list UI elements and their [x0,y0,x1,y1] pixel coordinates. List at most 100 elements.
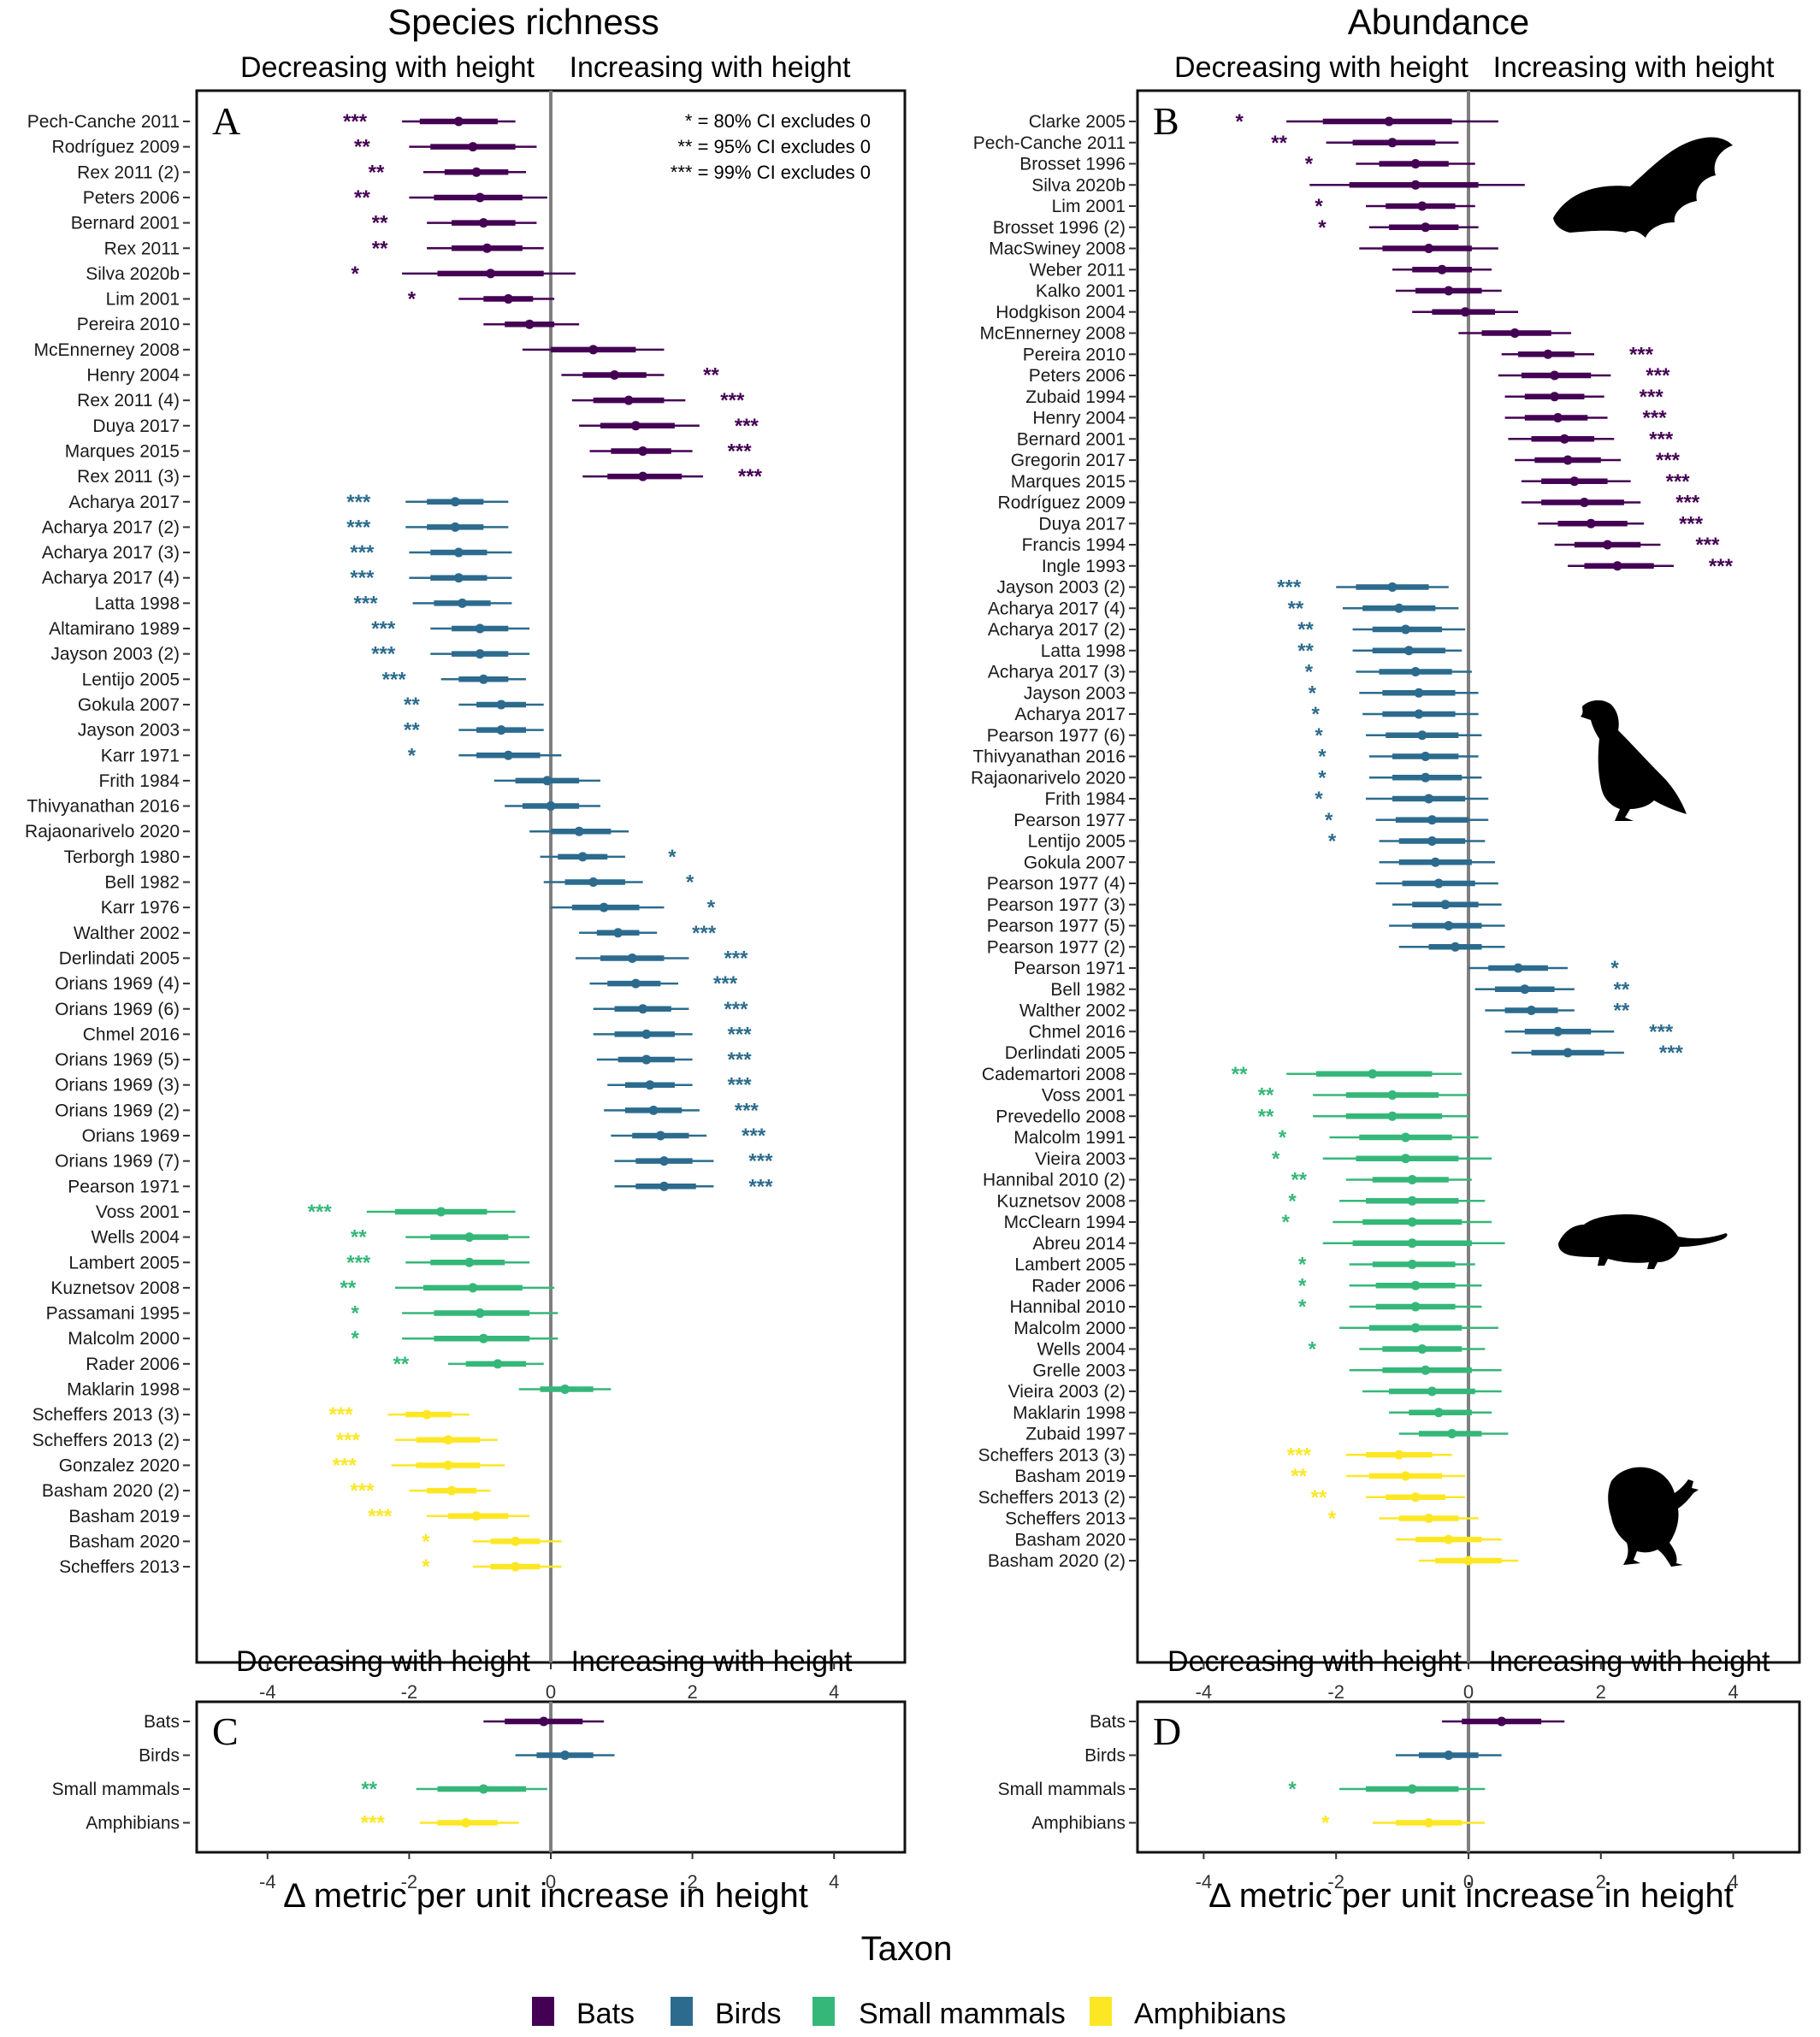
panel-b-zubaid-1994-label: Zubaid 1994 [1025,387,1126,407]
panel-a-scheffers-2013-3-point [422,1409,432,1420]
panel-d-bats-label: Bats [1090,1712,1126,1732]
panel-b-zubaid-1997-label: Zubaid 1997 [1025,1425,1126,1444]
panel-a-rex-2011-4-label: Rex 2011 (4) [77,391,180,410]
panel-b-bell-1982-label: Bell 1982 [1050,980,1126,1000]
panel-b-acharya-2017-2-label: Acharya 2017 (2) [988,620,1126,640]
panel-b-acharya-2017-stars: * [1311,703,1320,726]
panel-b-chmel-2016-stars: *** [1649,1020,1674,1043]
panel-c-xtick-label: 4 [829,1871,839,1892]
panel-b-gregorin-2017-label: Gregorin 2017 [1011,451,1126,470]
panel-a-orians-1969-5-label: Orians 1969 (5) [55,1050,180,1070]
panel-a-scheffers-2013-3-label: Scheffers 2013 (3) [32,1405,180,1425]
panel-b-francis-1994-stars: *** [1695,534,1720,557]
panel-b-pearson-1971-label: Pearson 1971 [1013,959,1126,978]
panel-b-maklarin-1998-label: Maklarin 1998 [1013,1403,1126,1423]
panel-c-xtick-label: 0 [546,1871,556,1892]
panel-b-grelle-2003-point [1421,1365,1431,1375]
panel-a-peters-2006-point [475,192,485,203]
panel-b-kalko-2001-label: Kalko 2001 [1036,281,1126,301]
panel-b-wells-2004-label: Wells 2004 [1037,1340,1126,1360]
panel-b-gokula-2007-point [1430,857,1440,867]
panel-c-xtick-label: 2 [687,1871,697,1892]
panel-b-basham-2019-label: Basham 2019 [1014,1467,1126,1486]
panel-a-basham-2020-2-point [446,1485,457,1496]
panel-a-basham-2019-stars: *** [368,1505,393,1528]
panel-d-xtick-label: 0 [1463,1871,1474,1892]
panel-b-walther-2002-label: Walther 2002 [1019,1001,1126,1021]
panel-b-bell-1982-stars: ** [1613,978,1629,1001]
panel-a-kuznetsov-2008-point [468,1283,478,1293]
panel-b-acharya-2017-2-stars: ** [1297,618,1314,641]
panel-b-acharya-2017-3-stars: * [1305,661,1314,684]
panel-b-rodr-guez-2009-label: Rodríguez 2009 [998,493,1126,513]
panel-b-thivyanathan-2016-stars: * [1318,746,1327,769]
panel-b-malcolm-1991-stars: * [1279,1126,1287,1149]
panel-a-mcennerney-2008-label: McEnnerney 2008 [34,340,180,360]
panel-b-latta-1998-label: Latta 1998 [1041,641,1126,661]
panel-b-acharya-2017-3-label: Acharya 2017 (3) [988,663,1126,682]
panel-a-note-1: * = 80% CI excludes 0 [685,110,871,132]
panel-a-orians-1969-7-point [659,1156,669,1166]
panel-b-basham-2019-point [1400,1471,1410,1481]
panel-b-lambert-2005-label: Lambert 2005 [1014,1255,1126,1275]
panel-b-cademartori-2008-label: Cademartori 2008 [982,1065,1126,1084]
panel-a-orians-1969-stars: *** [742,1125,766,1148]
panel-a-orians-1969-2-stars: *** [735,1099,759,1122]
panel-a-acharya-2017-4-point [453,573,464,583]
panel-a-orians-1969-label: Orians 1969 [82,1126,180,1146]
panel-a-pech-canche-2011-stars: *** [343,110,368,133]
panel-a-basham-2020-2-stars: *** [350,1479,375,1503]
panel-b-acharya-2017-3-point [1410,667,1421,676]
panel-b-cademartori-2008-point [1368,1069,1378,1079]
panel-a-basham-2020-label: Basham 2020 [68,1532,180,1551]
panel-d-small-mammals-stars: * [1288,1778,1297,1801]
panel-a-rex-2011-3-label: Rex 2011 (3) [77,467,180,487]
panel-a-bernard-2001-stars: ** [372,212,388,235]
panel-b-ingle-1993-stars: *** [1709,555,1734,578]
panel-a-rader-2006-point [493,1359,503,1369]
panel-a-rex-2011-label: Rex 2011 [104,239,180,258]
panel-a-henry-2004-stars: ** [703,364,719,387]
panel-a-karr-1971-label: Karr 1971 [101,746,180,765]
panel-b-scheffers-2013-stars: * [1328,1508,1337,1531]
panel-b-macswiney-2008-point [1424,244,1434,253]
panel-a-orians-1969-4-stars: *** [713,972,738,995]
panel-b-pereira-2010-point [1543,349,1553,359]
panel-a-derlindati-2005-label: Derlindati 2005 [59,948,180,968]
panel-a-lim-2001-label: Lim 2001 [106,290,180,310]
panel-d-amphibians-point [1424,1818,1434,1827]
panel-a-terborgh-1980-stars: * [668,846,677,869]
panel-b-hodgkison-2004-point [1460,307,1470,317]
panel-b-weber-2011-point [1437,264,1447,275]
panel-a-kuznetsov-2008-stars: ** [340,1277,356,1300]
panel-b-macswiney-2008-label: MacSwiney 2008 [989,239,1126,259]
panel-a-lentijo-2005-label: Lentijo 2005 [82,670,180,689]
panel-a-malcolm-2000-label: Malcolm 2000 [68,1329,180,1349]
panel-a-derlindati-2005-stars: *** [724,947,748,970]
panel-b-lim-2001-point [1417,201,1427,211]
panel-a-thivyanathan-2016-label: Thivyanathan 2016 [27,797,180,817]
panel-b-henry-2004-point [1552,413,1563,422]
panel-a-terborgh-1980-point [577,852,588,862]
panel-b-wells-2004-point [1417,1344,1427,1354]
panel-b-voss-2001-stars: ** [1258,1084,1274,1107]
panel-b-pearson-1977-2-point [1451,942,1461,952]
panel-a-bell-1982-label: Bell 1982 [104,873,180,893]
panel-a-scheffers-2013-point [511,1562,521,1572]
panel-b-scheffers-2013-3-stars: *** [1287,1444,1312,1467]
panel-a-scheffers-2013-stars: * [422,1556,430,1579]
panel-a-silva-2020b-stars: * [351,263,359,286]
panel-b-bernard-2001-stars: *** [1649,428,1674,451]
panel-a-increasing-label: Increasing with height [570,51,851,84]
panel-a-marques-2015-point [638,446,648,456]
panel-a-rodr-guez-2009-label: Rodríguez 2009 [52,138,180,157]
panel-a-scheffers-2013-label: Scheffers 2013 [59,1557,180,1577]
panel-a-orians-1969-6-label: Orians 1969 (6) [55,1000,180,1019]
panel-c-letter: C [212,1709,239,1753]
panel-b-mcclearn-1994-label: McClearn 1994 [1004,1213,1126,1232]
panel-b-jayson-2003-2-label: Jayson 2003 (2) [996,578,1126,598]
panel-b-prevedello-2008-stars: ** [1258,1105,1274,1128]
panel-a-passamani-1995-point [475,1308,485,1319]
panel-b-lentijo-2005-stars: * [1328,830,1337,853]
